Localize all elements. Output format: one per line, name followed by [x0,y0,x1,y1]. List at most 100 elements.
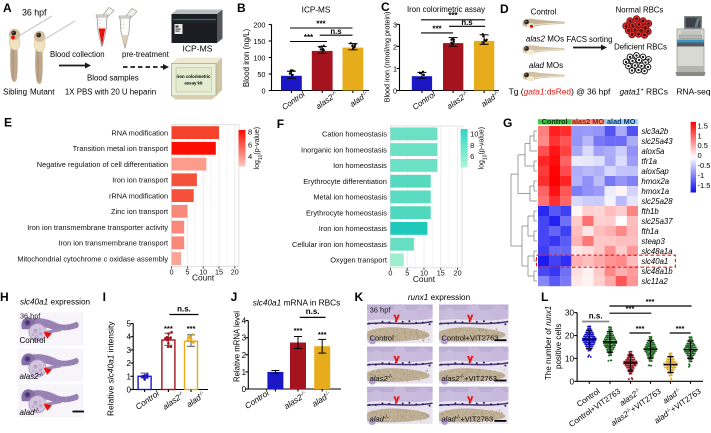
svg-text:hmox1a: hmox1a [641,187,669,196]
svg-text:fth1b: fth1b [641,207,659,216]
svg-text:10: 10 [420,269,428,278]
svg-text:log10(p-value): log10(p-value) [254,127,264,170]
svg-text:F: F [277,117,284,131]
svg-text:Mitochondrial cytochrome c oxi: Mitochondrial cytochrome c oxidase assem… [17,254,168,263]
svg-text:slc11a2: slc11a2 [641,277,668,286]
svg-text:Deficient RBCs: Deficient RBCs [614,43,667,52]
svg-text:Control+VIT2763: Control+VIT2763 [442,334,499,343]
svg-text:n.s.: n.s. [589,312,603,321]
svg-text:5: 5 [405,269,409,278]
svg-text:alox5ap: alox5ap [641,167,669,176]
svg-text:0: 0 [569,376,574,386]
svg-text:20: 20 [454,269,462,278]
svg-text:K: K [355,290,364,304]
svg-text:Count: Count [413,274,436,284]
svg-text:slc3a2b: slc3a2b [641,127,669,136]
svg-text:RNA-seq: RNA-seq [677,87,711,97]
svg-text:steap3: steap3 [641,237,665,246]
svg-text:RNA modification: RNA modification [111,128,168,137]
svg-text:alad-/-: alad-/- [20,408,40,417]
svg-text:Erythrocyte differentiation: Erythrocyte differentiation [303,177,387,186]
svg-text:Oxygen transport: Oxygen transport [330,256,387,265]
svg-text:0.5: 0.5 [698,141,708,150]
svg-text:3: 3 [127,346,132,355]
svg-text:0: 0 [393,87,397,96]
svg-text:iron colorimetric: iron colorimetric [177,74,212,79]
svg-text:3: 3 [393,20,397,29]
svg-text:100: 100 [253,54,265,63]
svg-text:2: 2 [242,351,247,360]
svg-text:2: 2 [127,359,132,368]
svg-text:Count: Count [192,273,215,283]
svg-text:rRNA modification: rRNA modification [109,191,168,200]
svg-text:n.s.: n.s. [177,305,191,314]
svg-text:n.s.: n.s. [306,307,320,316]
svg-text:alas2 MO: alas2 MO [572,117,604,126]
svg-text:Relative mRNA level: Relative mRNA level [233,311,242,382]
svg-text:Control: Control [370,334,395,343]
svg-text:5: 5 [127,320,132,329]
svg-text:slc25a28: slc25a28 [641,197,673,206]
svg-text:runx1 expression: runx1 expression [408,293,471,302]
svg-text:6: 6 [248,140,252,149]
svg-text:1X PBS with 20 U heparin: 1X PBS with 20 U heparin [65,88,156,97]
svg-text:alas2-/-+VIT2763: alas2-/-+VIT2763 [442,374,497,383]
svg-text:-1: -1 [698,171,705,180]
svg-text:Erythrocyte homeostasis: Erythrocyte homeostasis [306,208,387,217]
svg-text:Mutant: Mutant [30,88,55,97]
svg-text:fth1a: fth1a [641,227,659,236]
svg-text:Control: Control [20,336,46,345]
svg-text:slc48a1a: slc48a1a [641,247,673,256]
svg-text:1.5: 1.5 [698,121,708,130]
svg-text:0: 0 [261,87,265,96]
svg-text:slc48a1b: slc48a1b [641,267,673,276]
svg-text:1: 1 [393,65,397,74]
svg-text:alad MOs: alad MOs [529,61,563,70]
svg-text:Zinc ion transport: Zinc ion transport [111,207,168,216]
svg-text:36 hpf: 36 hpf [22,8,47,18]
svg-text:***: *** [676,324,685,333]
svg-text:E: E [4,116,12,130]
svg-text:1: 1 [698,131,702,140]
svg-text:0: 0 [170,267,174,276]
svg-text:gata1+ RBCs: gata1+ RBCs [620,87,668,97]
svg-text:36 hpf: 36 hpf [370,306,392,315]
svg-text:0: 0 [127,386,132,395]
svg-text:J: J [231,290,238,304]
svg-text:alad MO: alad MO [607,117,636,126]
svg-text:20: 20 [231,267,239,276]
svg-text:50: 50 [257,70,265,79]
svg-text:30: 30 [565,308,575,318]
svg-text:C: C [381,0,390,14]
svg-text:***: *** [646,297,655,306]
svg-text:alas2 MOs: alas2 MOs [526,35,564,44]
svg-text:slc25a43: slc25a43 [641,137,673,146]
svg-text:***: *** [294,326,303,335]
svg-text:***: *** [187,324,196,333]
svg-text:10: 10 [199,267,207,276]
svg-text:Blood iron (ng/L): Blood iron (ng/L) [242,28,251,87]
svg-text:0: 0 [698,151,702,160]
svg-text:Negative regulation of cell di: Negative regulation of cell differentiat… [37,160,168,169]
svg-text:slc40a1 mRNA in RBCs: slc40a1 mRNA in RBCs [253,298,341,308]
svg-text:FACS sorting: FACS sorting [567,35,613,44]
svg-text:L: L [541,290,548,304]
svg-text:log10(p-value): log10(p-value) [479,127,489,170]
svg-text:ICP-MS: ICP-MS [182,44,212,54]
svg-text:positive cells: positive cells [554,324,563,369]
svg-text:***: *** [304,33,314,42]
svg-text:***: *** [164,324,173,333]
svg-text:n.s: n.s [461,18,473,27]
svg-text:5: 5 [185,267,189,276]
svg-text:slc40a1: slc40a1 [641,257,668,266]
svg-text:3: 3 [242,334,247,343]
svg-text:10: 10 [470,130,478,139]
svg-text:assay kit: assay kit [184,81,203,86]
svg-text:Iron ion homeostasis: Iron ion homeostasis [319,224,387,233]
svg-text:***: *** [318,330,327,339]
svg-text:tfr1a: tfr1a [641,157,657,166]
svg-text:alad-/-+VIT2763: alad-/-+VIT2763 [442,414,494,423]
svg-text:Sibling: Sibling [3,88,27,97]
svg-text:***: *** [316,19,326,28]
svg-text:4: 4 [248,152,252,161]
